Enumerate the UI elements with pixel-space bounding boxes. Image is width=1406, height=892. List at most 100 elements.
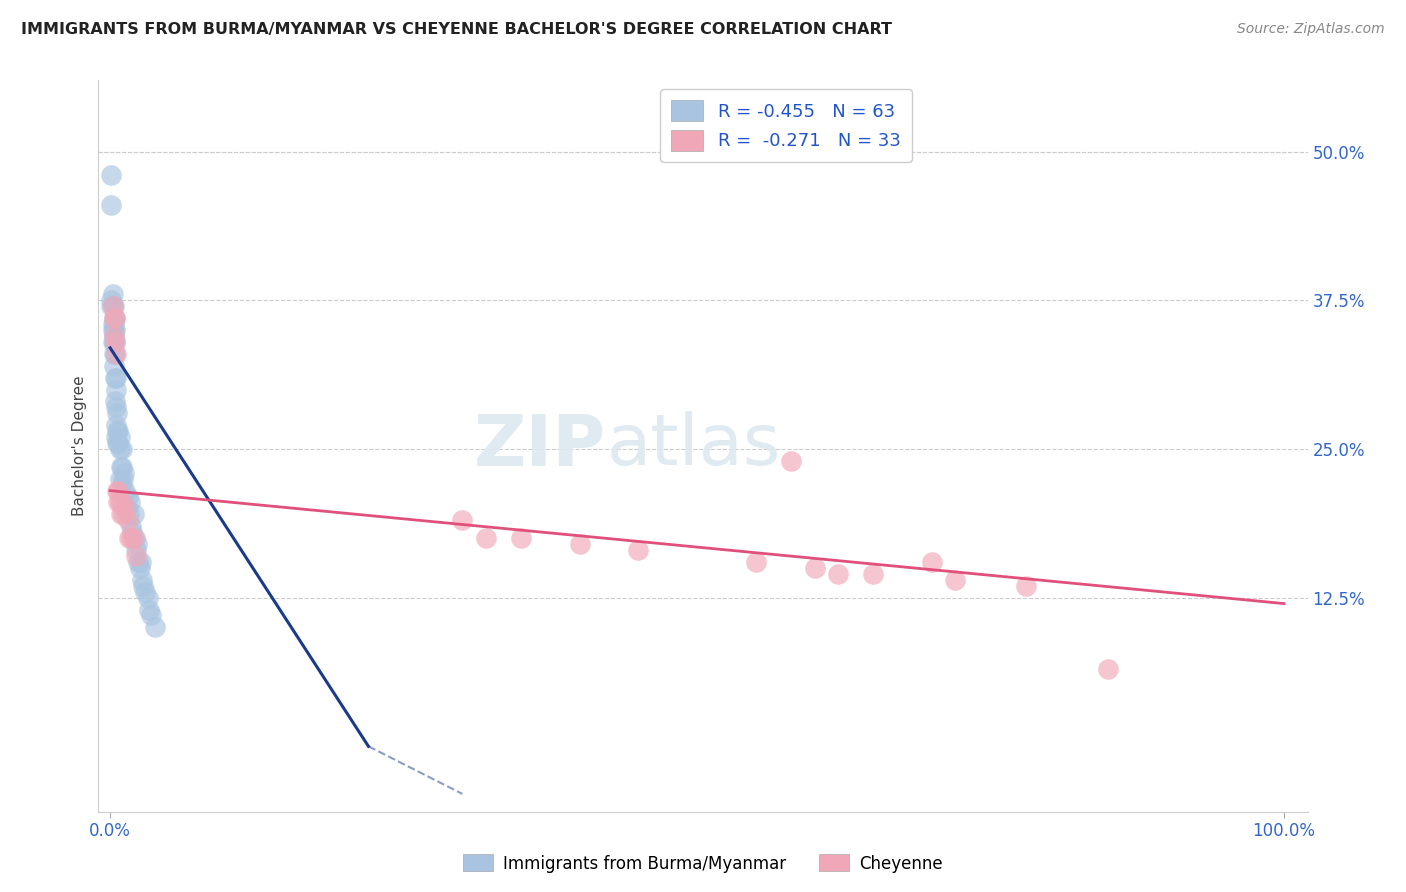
- Text: ZIP: ZIP: [474, 411, 606, 481]
- Point: [103, 311, 125, 326]
- Point: [105, 347, 128, 361]
- Point: [111, 495, 134, 509]
- Point: [124, 531, 146, 545]
- Point: [104, 334, 127, 349]
- Point: [105, 418, 128, 433]
- Point: [129, 555, 152, 569]
- Point: [127, 555, 149, 569]
- Point: [112, 472, 135, 486]
- Point: [101, 299, 124, 313]
- Point: [104, 311, 127, 326]
- Point: [132, 579, 155, 593]
- Text: Source: ZipAtlas.com: Source: ZipAtlas.com: [1237, 22, 1385, 37]
- Point: [104, 323, 127, 337]
- Point: [121, 525, 143, 540]
- Point: [108, 430, 131, 444]
- Point: [117, 513, 139, 527]
- Point: [112, 508, 135, 522]
- Point: [104, 394, 127, 409]
- Point: [110, 459, 132, 474]
- Point: [143, 620, 166, 634]
- Point: [100, 299, 122, 313]
- Point: [117, 490, 139, 504]
- Point: [803, 561, 825, 575]
- Point: [110, 508, 132, 522]
- Point: [101, 334, 124, 349]
- Point: [100, 198, 122, 212]
- Point: [103, 329, 125, 343]
- Point: [103, 329, 125, 343]
- Point: [101, 287, 124, 301]
- Point: [100, 293, 122, 308]
- Point: [627, 543, 650, 558]
- Point: [107, 483, 129, 498]
- Point: [103, 323, 125, 337]
- Point: [111, 477, 134, 491]
- Point: [107, 424, 129, 438]
- Point: [510, 531, 533, 545]
- Point: [115, 501, 138, 516]
- Point: [101, 323, 124, 337]
- Point: [118, 531, 141, 545]
- Point: [105, 430, 128, 444]
- Point: [122, 531, 145, 545]
- Point: [103, 317, 125, 331]
- Point: [105, 383, 128, 397]
- Point: [118, 508, 141, 522]
- Point: [141, 608, 163, 623]
- Point: [103, 334, 125, 349]
- Point: [104, 311, 127, 326]
- Point: [103, 347, 125, 361]
- Point: [104, 347, 127, 361]
- Point: [127, 537, 149, 551]
- Point: [105, 483, 128, 498]
- Point: [921, 555, 943, 569]
- Legend: Immigrants from Burma/Myanmar, Cheyenne: Immigrants from Burma/Myanmar, Cheyenne: [457, 847, 949, 880]
- Point: [107, 495, 129, 509]
- Point: [125, 543, 148, 558]
- Point: [120, 531, 142, 545]
- Point: [945, 573, 967, 587]
- Point: [114, 483, 136, 498]
- Point: [131, 573, 153, 587]
- Point: [107, 436, 129, 450]
- Point: [134, 584, 156, 599]
- Point: [104, 334, 127, 349]
- Y-axis label: Bachelor's Degree: Bachelor's Degree: [72, 376, 87, 516]
- Point: [105, 424, 128, 438]
- Point: [745, 555, 768, 569]
- Point: [108, 495, 131, 509]
- Point: [475, 531, 498, 545]
- Point: [105, 370, 128, 384]
- Point: [104, 370, 127, 384]
- Point: [111, 459, 134, 474]
- Point: [108, 472, 131, 486]
- Point: [105, 401, 128, 415]
- Point: [105, 436, 128, 450]
- Point: [1097, 662, 1119, 676]
- Point: [136, 591, 159, 605]
- Point: [101, 317, 124, 331]
- Point: [120, 495, 142, 509]
- Point: [451, 513, 474, 527]
- Point: [103, 311, 125, 326]
- Point: [780, 454, 803, 468]
- Point: [862, 566, 884, 581]
- Point: [103, 299, 125, 313]
- Point: [112, 466, 135, 480]
- Point: [1015, 579, 1038, 593]
- Legend: R = -0.455   N = 63, R =  -0.271   N = 33: R = -0.455 N = 63, R = -0.271 N = 33: [661, 89, 911, 161]
- Point: [827, 566, 849, 581]
- Point: [103, 359, 125, 373]
- Point: [568, 537, 591, 551]
- Text: atlas: atlas: [606, 411, 780, 481]
- Point: [125, 549, 148, 563]
- Point: [105, 406, 128, 420]
- Point: [114, 501, 136, 516]
- Point: [138, 602, 160, 616]
- Point: [100, 169, 122, 183]
- Point: [111, 442, 134, 456]
- Point: [120, 519, 142, 533]
- Point: [108, 442, 131, 456]
- Point: [128, 561, 150, 575]
